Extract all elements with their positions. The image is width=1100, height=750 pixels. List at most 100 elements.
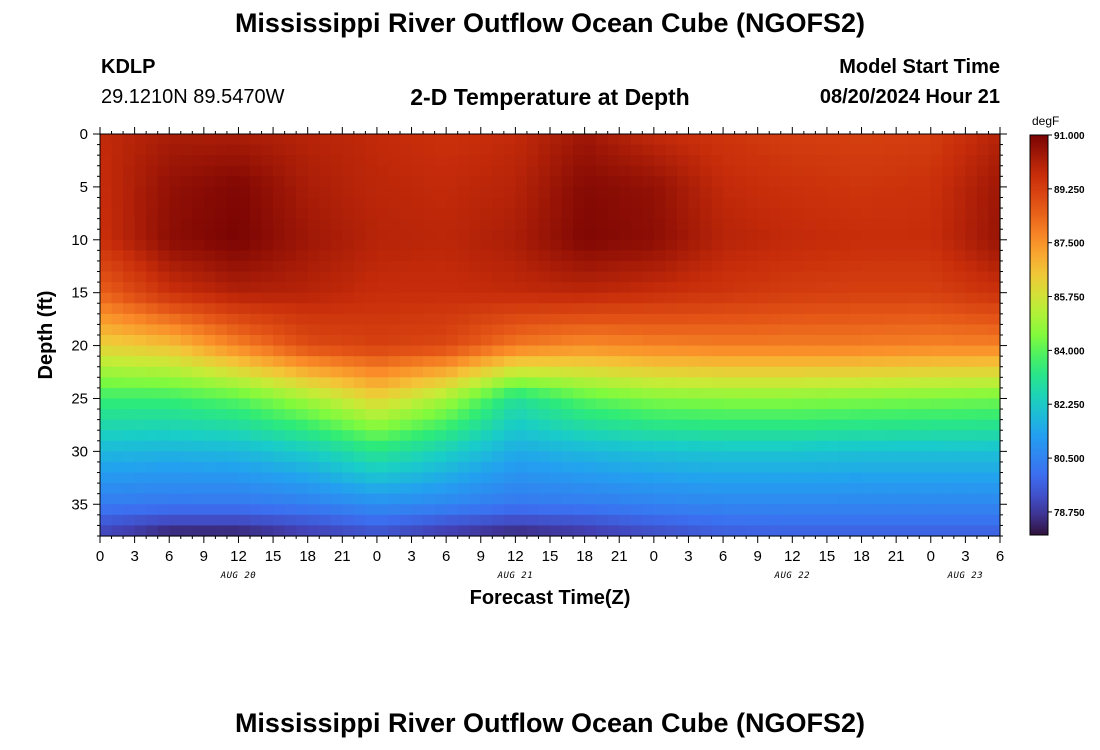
heatmap-cell [919, 303, 932, 315]
heatmap-cell [388, 409, 401, 421]
heatmap-cell [480, 419, 493, 431]
heatmap-cell [711, 313, 724, 326]
heatmap-cell [192, 525, 205, 537]
heatmap-cell [457, 208, 470, 220]
heatmap-cell [480, 387, 493, 400]
heatmap-cell [157, 356, 170, 368]
heatmap-cell [919, 366, 932, 378]
heatmap-cell [792, 440, 805, 452]
heatmap-cell [180, 472, 193, 484]
heatmap-cell [642, 356, 655, 368]
heatmap-cell [550, 208, 563, 220]
heatmap-cell [400, 514, 413, 527]
heatmap-cell [965, 440, 978, 452]
heatmap-cell [388, 250, 401, 262]
heatmap-cell [434, 313, 447, 326]
heatmap-cell [676, 514, 690, 527]
heatmap-cell [769, 525, 782, 537]
heatmap-cell [203, 451, 216, 463]
heatmap-cell [584, 144, 597, 156]
heatmap-cell [642, 409, 655, 421]
heatmap-cell [746, 324, 759, 336]
heatmap-cell [111, 229, 124, 241]
heatmap-cell [342, 430, 355, 442]
heatmap-cell [492, 514, 505, 527]
heatmap-cell [850, 186, 863, 199]
heatmap-cell [330, 366, 343, 378]
heatmap-cell [942, 377, 955, 389]
heatmap-cell [630, 250, 643, 262]
heatmap-cell [469, 303, 482, 315]
heatmap-cell [411, 514, 424, 527]
heatmap-cell [965, 282, 978, 294]
heatmap-cell [307, 366, 320, 378]
heatmap-cell [873, 451, 886, 463]
heatmap-cell [550, 409, 563, 421]
heatmap-cell [953, 239, 966, 251]
heatmap-cell [423, 208, 436, 220]
heatmap-cell [746, 409, 759, 421]
heatmap-cell [988, 229, 1001, 241]
heatmap-cell [100, 387, 113, 400]
heatmap-cell [942, 186, 955, 199]
heatmap-cell [550, 451, 563, 463]
heatmap-cell [850, 176, 863, 188]
heatmap-cell [423, 377, 436, 389]
heatmap-cell [965, 493, 978, 505]
heatmap-cell [619, 483, 632, 495]
heatmap-cell [296, 313, 309, 326]
heatmap-cell [434, 186, 447, 199]
heatmap-cell [261, 483, 274, 495]
heatmap-cell [134, 239, 147, 251]
heatmap-cell [226, 493, 240, 505]
heatmap-cell [180, 229, 193, 241]
heatmap-cell [446, 451, 459, 463]
heatmap-cell [480, 345, 493, 357]
heatmap-cell [826, 440, 840, 452]
heatmap-cell [653, 271, 666, 283]
heatmap-cell [307, 493, 320, 505]
heatmap-cell [192, 134, 205, 146]
heatmap-cell [100, 345, 113, 357]
heatmap-cell [353, 218, 366, 230]
heatmap-cell [861, 155, 874, 167]
heatmap-cell [780, 282, 793, 294]
heatmap-cell [353, 260, 366, 273]
heatmap-cell [226, 260, 240, 273]
heatmap-cell [561, 197, 574, 209]
heatmap-cell [584, 282, 597, 294]
heatmap-cell [123, 250, 136, 262]
heatmap-cell [123, 155, 136, 167]
heatmap-cell [146, 514, 159, 527]
heatmap-cell [953, 324, 966, 336]
heatmap-cell [250, 282, 263, 294]
heatmap-cell [919, 419, 932, 431]
heatmap-cell [538, 197, 551, 209]
heatmap-cell [607, 440, 620, 452]
heatmap-cell [815, 461, 828, 474]
heatmap-cell [469, 451, 482, 463]
heatmap-cell [942, 155, 955, 167]
heatmap-cell [815, 472, 828, 484]
heatmap-cell [503, 377, 516, 389]
y-tick-label: 10 [71, 232, 88, 249]
heatmap-cell [884, 345, 897, 357]
heatmap-cell [619, 472, 632, 484]
heatmap-cell [238, 155, 251, 167]
heatmap-cell [180, 250, 193, 262]
heatmap-cell [538, 472, 551, 484]
heatmap-cell [503, 419, 516, 431]
heatmap-cell [273, 419, 286, 431]
heatmap-cell [273, 451, 286, 463]
heatmap-cell [930, 461, 943, 474]
heatmap-cell [919, 345, 932, 357]
heatmap-cell [838, 356, 851, 368]
heatmap-cell [146, 419, 159, 431]
heatmap-cell [203, 345, 216, 357]
heatmap-cell [400, 345, 413, 357]
heatmap-cell [376, 218, 390, 230]
heatmap-cell [423, 165, 436, 177]
heatmap-cell [146, 218, 159, 230]
heatmap-cell [550, 335, 563, 347]
heatmap-cell [596, 197, 609, 209]
